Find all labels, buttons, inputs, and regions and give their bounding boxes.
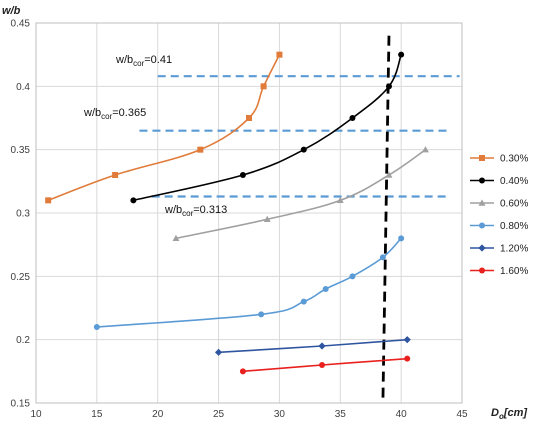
legend-item: 1.20% bbox=[470, 244, 528, 255]
reference-line-label: w/bcor=0.313 bbox=[164, 204, 227, 218]
x-axis-title-sub: o bbox=[499, 412, 504, 421]
legend-item: 0.80% bbox=[470, 221, 528, 232]
legend: 0.30% 0.40% 0.60% 0.80% 1.20% 1.60% bbox=[470, 154, 528, 277]
data-point bbox=[93, 324, 100, 330]
data-point bbox=[479, 155, 485, 161]
data-point bbox=[172, 234, 180, 242]
x-tick-label: 15 bbox=[91, 409, 103, 420]
reference-line-label: w/bcor=0.41 bbox=[115, 54, 172, 68]
data-point bbox=[385, 83, 392, 90]
reference-line-label: w/bcor=0.365 bbox=[83, 107, 146, 121]
reference-label-prefix: w/b bbox=[164, 204, 182, 216]
legend-label: 0.60% bbox=[500, 199, 528, 210]
data-point bbox=[318, 342, 326, 350]
data-point bbox=[479, 177, 485, 184]
reference-label-value: =0.365 bbox=[112, 107, 146, 119]
data-point bbox=[322, 286, 329, 292]
data-point bbox=[319, 362, 326, 368]
data-point bbox=[403, 336, 411, 344]
plot-frame bbox=[35, 22, 463, 404]
legend-item: 0.30% bbox=[470, 154, 528, 165]
x-axis-title-main: D bbox=[491, 407, 499, 419]
data-point bbox=[258, 311, 265, 318]
reference-label-sub: cor bbox=[133, 59, 144, 68]
data-point bbox=[263, 215, 271, 223]
data-point bbox=[349, 115, 356, 121]
reference-label-sub: cor bbox=[101, 112, 112, 121]
x-tick-label: 35 bbox=[335, 409, 347, 420]
series-1-60- bbox=[239, 355, 411, 375]
x-axis-title-unit: [cm] bbox=[503, 407, 528, 419]
data-point bbox=[239, 172, 246, 178]
y-tick-label: 0.35 bbox=[11, 145, 31, 156]
reference-label-prefix: w/b bbox=[83, 107, 101, 119]
series-0-40- bbox=[130, 51, 405, 204]
data-point bbox=[478, 244, 486, 252]
data-point bbox=[130, 197, 137, 204]
legend-label: 1.60% bbox=[500, 266, 528, 277]
data-point bbox=[404, 355, 411, 362]
x-tick-label: 20 bbox=[152, 409, 164, 420]
x-tick-label: 25 bbox=[213, 409, 225, 420]
data-point bbox=[45, 197, 52, 204]
data-point bbox=[349, 273, 356, 280]
legend-item: 1.60% bbox=[470, 266, 528, 277]
legend-label: 0.40% bbox=[500, 176, 528, 187]
y-axis-title: w/b bbox=[2, 5, 21, 17]
series-line bbox=[175, 149, 426, 240]
series-0-80- bbox=[93, 235, 405, 330]
y-tick-label: 0.45 bbox=[11, 19, 31, 30]
x-tick-label: 30 bbox=[274, 409, 286, 420]
y-tick-label: 0.2 bbox=[16, 335, 30, 346]
x-axis-title: Do[cm] bbox=[491, 407, 527, 421]
data-point bbox=[300, 146, 307, 153]
y-tick-label: 0.3 bbox=[16, 209, 30, 220]
x-tick-label: 40 bbox=[396, 409, 408, 420]
data-point bbox=[239, 368, 246, 375]
data-point bbox=[422, 146, 429, 153]
data-point bbox=[479, 222, 485, 229]
data-point bbox=[379, 254, 386, 261]
legend-item: 0.40% bbox=[470, 176, 528, 187]
series-0-30- bbox=[45, 51, 283, 204]
y-tick-label: 0.15 bbox=[11, 399, 31, 410]
reference-label-value: =0.41 bbox=[144, 54, 172, 66]
data-point bbox=[478, 199, 486, 206]
data-point bbox=[398, 51, 405, 58]
data-point bbox=[112, 172, 119, 178]
data-point bbox=[260, 83, 267, 90]
series-1-20- bbox=[214, 336, 411, 356]
reference-label-sub: cor bbox=[182, 209, 193, 218]
legend-item: 0.60% bbox=[470, 199, 528, 210]
x-tick-label: 45 bbox=[456, 409, 468, 420]
series-0-60- bbox=[172, 146, 429, 242]
tick-labels: 10 15 20 25 30 35 40 45 0.15 0.2 0.25 0.3 0.35 0.4 0.4… bbox=[11, 19, 468, 421]
data-point bbox=[246, 115, 252, 121]
x-tick-label: 10 bbox=[30, 409, 42, 420]
data-point bbox=[276, 51, 283, 58]
legend-label: 0.80% bbox=[500, 221, 528, 232]
y-tick-label: 0.25 bbox=[11, 272, 31, 283]
data-point bbox=[398, 235, 405, 242]
data-point bbox=[214, 348, 223, 356]
data-point bbox=[385, 171, 393, 178]
data-point bbox=[336, 196, 344, 204]
data-point bbox=[300, 298, 307, 305]
y-tick-label: 0.4 bbox=[16, 82, 30, 93]
reference-label-value: =0.313 bbox=[193, 204, 227, 216]
data-point bbox=[479, 267, 485, 274]
legend-label: 1.20% bbox=[500, 244, 528, 255]
reference-label-prefix: w/b bbox=[115, 54, 133, 66]
data-point bbox=[197, 146, 204, 153]
legend-label: 0.30% bbox=[500, 154, 528, 165]
series-group bbox=[45, 51, 429, 375]
